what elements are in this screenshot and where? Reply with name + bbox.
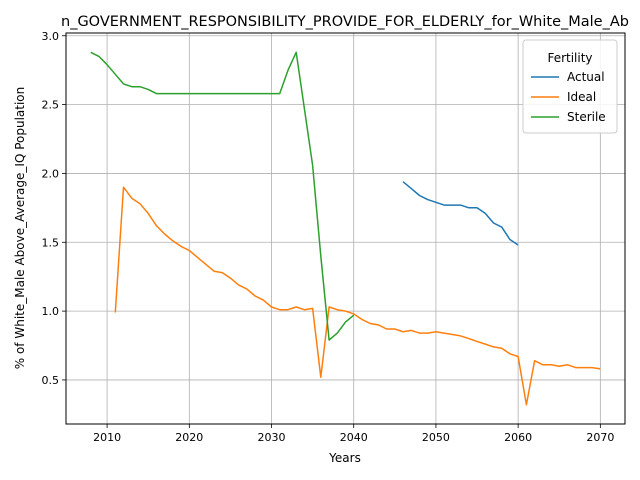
y-tick-label: 2.0: [42, 167, 60, 180]
x-tick-label: 2030: [258, 431, 286, 444]
x-axis-ticks: 2010 2020 2030 2040 2050 2060 2070: [93, 424, 614, 444]
y-tick-label: 1.0: [42, 305, 60, 318]
x-tick-label: 2040: [340, 431, 368, 444]
x-axis-label: Years: [328, 451, 361, 465]
plot-frame: [65, 32, 626, 425]
legend-box: [522, 39, 618, 134]
legend-label-sterile: Sterile: [567, 110, 606, 124]
y-tick-label: 1.5: [42, 236, 60, 249]
legend-items: Actual Ideal Sterile: [531, 70, 606, 124]
grid-lines: [66, 33, 625, 424]
y-tick-label: 3.0: [42, 30, 60, 43]
chart-title: n_GOVERNMENT_RESPONSIBILITY_PROVIDE_FOR_…: [61, 14, 629, 30]
y-axis-ticks: 0.5 1.0 1.5 2.0 2.5 3.0: [42, 30, 66, 387]
y-tick-label: 0.5: [42, 374, 60, 387]
legend-label-ideal: Ideal: [567, 90, 596, 104]
series-line-ideal: [114, 186, 601, 406]
x-tick-label: 2050: [422, 431, 450, 444]
x-tick-label: 2020: [175, 431, 203, 444]
x-tick-label: 2060: [504, 431, 532, 444]
y-tick-label: 2.5: [42, 99, 60, 112]
series-line-actual: [402, 181, 519, 246]
y-axis-label: % of White_Male Above_Average_IQ Populat…: [13, 87, 27, 370]
x-tick-label: 2070: [586, 431, 614, 444]
legend-label-actual: Actual: [567, 70, 605, 84]
legend-title: Fertility: [547, 51, 592, 65]
series-lines: [90, 51, 601, 406]
series-line-sterile: [90, 51, 355, 341]
legend: Fertility Actual Ideal Sterile: [522, 39, 618, 134]
x-tick-label: 2010: [93, 431, 121, 444]
